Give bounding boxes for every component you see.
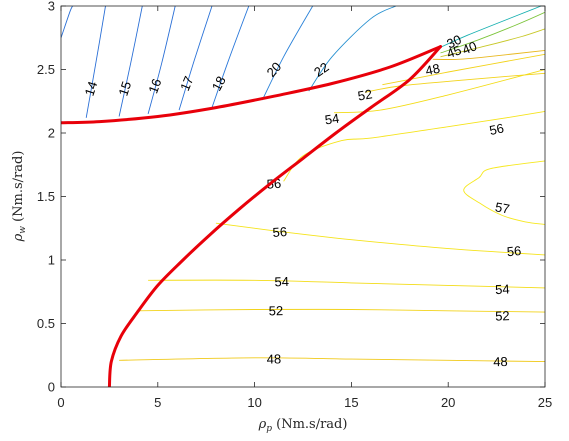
contour-label: 14 [82,79,101,97]
y-axis-label: ρw (Nm.s/rad) [11,151,28,243]
contour-line-54 [333,69,545,114]
contour-line-48 [119,357,545,363]
x-tick-label: 25 [538,395,552,410]
x-axis-label: ρp (Nm.s/rad) [258,417,348,434]
contour-line-56 [215,222,545,256]
contour-line-30 [436,6,542,50]
contour-label: 54 [495,281,510,297]
contour-line-48 [432,49,545,60]
contour-line-18 [211,6,250,108]
contour-label: 52 [495,308,510,323]
contour-line-52 [364,72,545,93]
contour-label: 56 [266,176,281,192]
contour-label: 30 [444,32,463,52]
contour-line-20 [261,6,314,101]
boundary-curve [107,45,442,387]
contour-label: 57 [494,199,511,216]
contour-label: 40 [460,38,479,57]
x-tick-label: 15 [344,395,358,410]
contour-label: 15 [115,79,134,97]
contour-label: 18 [209,74,229,94]
y-tick-label: 1 [48,253,55,268]
x-tick-label: 10 [247,395,261,410]
contour-line-40 [440,11,545,54]
y-tick-label: 1.5 [37,189,55,204]
contour-line-45 [440,28,545,58]
x-tick-label: 20 [441,395,455,410]
boundary-curves [61,45,442,387]
contour-label: 45 [445,42,464,61]
contour-line-15 [118,6,143,117]
x-axis-ticks: 0 5 10 15 20 25 [57,6,552,410]
contour-label: 48 [424,61,441,79]
contour-line-52 [136,308,545,313]
contour-label: 48 [267,351,282,366]
contour-label: 56 [506,243,522,259]
contour-line-14 [61,6,74,38]
contour-lines [61,6,545,363]
contour-label: 54 [324,111,340,128]
contour-line-54 [148,279,545,289]
contour-line-22 [308,6,397,92]
contour-label: 56 [272,224,287,240]
x-tick-label: 5 [154,395,161,410]
contour-label: 54 [274,274,289,289]
contour-line-57 [463,160,545,225]
y-tick-label: 2 [48,126,55,141]
contour-label: 22 [311,59,331,80]
x-tick-label: 0 [57,395,64,410]
contour-label: 17 [177,74,196,93]
y-tick-label: 3 [48,0,55,14]
contour-line-14 [85,6,106,118]
y-tick-label: 0 [48,380,55,395]
contour-label: 52 [269,303,284,318]
contour-label: 48 [493,354,508,369]
contour-label: 52 [357,86,374,103]
y-tick-label: 0.5 [37,316,55,331]
contour-label: 16 [145,77,164,96]
contour-line-16 [147,6,176,115]
y-axis-ticks: 0 0.5 1 1.5 2 2.5 3 [37,0,545,395]
contour-label: 56 [488,120,505,138]
contour-line-17 [178,6,213,111]
boundary-curve [61,45,442,125]
plot-area [61,6,545,387]
contour-line-56 [283,110,545,182]
contour-line-52 [382,53,545,86]
y-tick-label: 2.5 [37,62,55,77]
